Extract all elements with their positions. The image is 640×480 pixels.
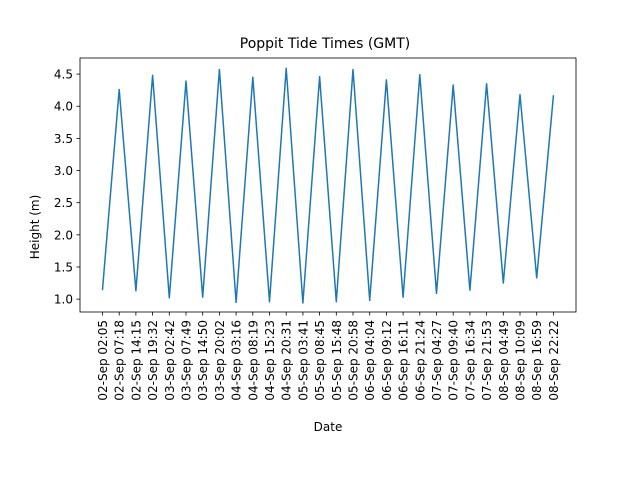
data-point [419, 74, 421, 76]
data-point [469, 289, 471, 291]
y-tick-label: 4.5 [54, 68, 73, 82]
data-point [436, 292, 438, 294]
x-axis: 02-Sep 02:05 02-Sep 07:18 02-Sep 14:15 02-S… [96, 312, 561, 401]
x-tick-label: 06-Sep 09:12 [380, 320, 394, 401]
data-point [536, 277, 538, 279]
y-tick-label: 3.0 [54, 164, 73, 178]
data-point [269, 301, 271, 303]
x-tick-label: 07-Sep 21:53 [480, 320, 494, 401]
plot-frame [79, 57, 577, 313]
x-axis-label: Date [314, 420, 343, 434]
data-point [135, 290, 137, 292]
y-axis: 1.0 1.5 2.0 2.5 3.0 3.5 4.0 4.5 [54, 68, 80, 307]
data-point [168, 297, 170, 299]
data-point [302, 302, 304, 304]
x-tick-label: 04-Sep 15:23 [263, 320, 277, 401]
x-tick-label: 02-Sep 19:32 [146, 320, 160, 401]
data-point [502, 282, 504, 284]
data-point [402, 296, 404, 298]
x-tick-label: 04-Sep 03:16 [230, 320, 244, 401]
y-axis-label: Height (m) [28, 195, 42, 260]
x-tick-label: 06-Sep 04:04 [363, 320, 377, 401]
x-tick-label: 06-Sep 16:11 [397, 320, 411, 401]
x-tick-label: 07-Sep 09:40 [447, 320, 461, 401]
chart-title: Poppit Tide Times (GMT) [240, 36, 410, 52]
data-point [202, 296, 204, 298]
data-point [486, 83, 488, 85]
data-point [319, 76, 321, 78]
y-tick-label: 2.5 [54, 196, 73, 210]
x-tick-label: 02-Sep 07:18 [113, 320, 127, 401]
x-tick-label: 08-Sep 04:49 [497, 320, 511, 401]
plot-area [79, 57, 577, 313]
x-tick-label: 03-Sep 20:02 [213, 320, 227, 401]
x-tick-label: 03-Sep 07:49 [180, 320, 194, 401]
x-tick-label: 06-Sep 21:24 [413, 320, 427, 401]
data-point [519, 94, 521, 96]
x-tick-label: 05-Sep 20:58 [347, 320, 361, 401]
x-tick-label: 03-Sep 02:42 [163, 320, 177, 401]
data-point [252, 76, 254, 78]
x-tick-label: 05-Sep 03:41 [296, 320, 310, 401]
x-tick-label: 07-Sep 16:34 [463, 320, 477, 401]
data-point [385, 79, 387, 81]
x-tick-label: 04-Sep 08:19 [246, 320, 260, 401]
data-point [218, 69, 220, 71]
data-point [335, 301, 337, 303]
data-point [452, 84, 454, 86]
data-point [152, 74, 154, 76]
y-tick-label: 1.0 [54, 293, 73, 307]
x-tick-label: 08-Sep 22:22 [547, 320, 561, 401]
data-point [552, 95, 554, 97]
data-point [185, 80, 187, 82]
x-tick-label: 08-Sep 16:59 [530, 320, 544, 401]
x-tick-label: 04-Sep 20:31 [280, 320, 294, 401]
x-tick-label: 03-Sep 14:50 [196, 320, 210, 401]
x-tick-label: 07-Sep 04:27 [430, 320, 444, 401]
x-tick-label: 05-Sep 08:45 [313, 320, 327, 401]
data-point [352, 69, 354, 71]
x-tick-label: 05-Sep 15:48 [330, 320, 344, 401]
y-tick-label: 3.5 [54, 132, 73, 146]
x-tick-label: 02-Sep 02:05 [96, 320, 110, 401]
y-tick-label: 4.0 [54, 100, 73, 114]
x-tick-label: 02-Sep 14:15 [129, 320, 143, 401]
data-point [285, 67, 287, 69]
series-line [101, 67, 555, 304]
data-point [235, 301, 237, 303]
y-tick-label: 1.5 [54, 260, 73, 274]
data-point [369, 299, 371, 301]
y-tick-label: 2.0 [54, 228, 73, 242]
x-tick-label: 08-Sep 10:09 [514, 320, 528, 401]
data-point [118, 89, 120, 91]
data-point [102, 288, 104, 290]
